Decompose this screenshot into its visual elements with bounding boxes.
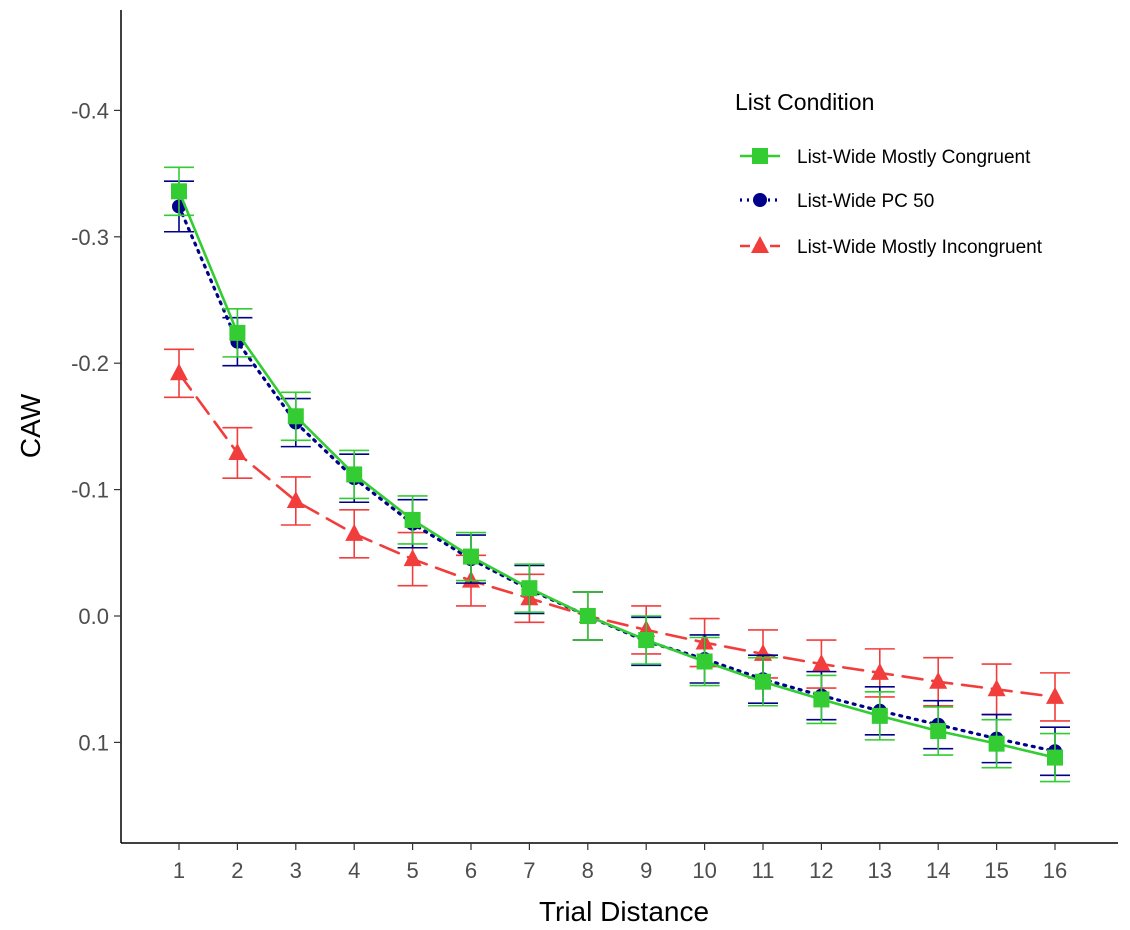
legend-label: List-Wide Mostly Congruent	[797, 147, 1031, 168]
data-point	[755, 673, 771, 690]
data-point	[403, 549, 422, 567]
data-point	[1046, 686, 1064, 704]
x-tick-label: 4	[348, 858, 360, 883]
data-point	[579, 608, 596, 624]
data-point	[228, 442, 247, 460]
series-triangle	[164, 348, 1070, 722]
data-point	[287, 408, 304, 425]
data-point	[871, 707, 888, 724]
y-tick-label: -0.2	[71, 351, 109, 376]
y-tick-label: 0.1	[78, 730, 109, 755]
y-tick-label: -0.1	[71, 478, 109, 503]
series-line	[177, 372, 1057, 699]
legend-key-marker	[751, 236, 769, 253]
x-tick-label: 16	[1043, 858, 1067, 883]
data-point	[813, 691, 830, 708]
x-tick-label: 10	[692, 858, 716, 883]
data-point	[346, 466, 363, 483]
data-point	[345, 523, 364, 541]
legend-item: List-Wide Mostly Congruent	[740, 147, 1031, 168]
x-tick-label: 5	[406, 858, 418, 883]
data-point	[987, 679, 1006, 697]
data-point	[754, 643, 772, 661]
data-point	[696, 653, 713, 670]
axes-layer	[120, 10, 1118, 844]
y-tick-label: -0.3	[71, 225, 109, 250]
data-point	[812, 654, 831, 672]
x-tick-label: 13	[868, 858, 892, 883]
data-point	[929, 671, 948, 689]
data-point	[171, 183, 187, 200]
x-tick-label: 2	[231, 858, 243, 883]
x-tick-label: 1	[173, 858, 185, 883]
x-tick-label: 15	[984, 858, 1008, 883]
x-tick-label: 14	[926, 858, 950, 883]
series-line	[177, 204, 1057, 753]
y-axis-title: CAW	[15, 393, 46, 458]
y-tick-label: 0.0	[78, 604, 109, 629]
x-tick-label: 11	[752, 858, 775, 883]
legend-item: List-Wide Mostly Incongruent	[740, 236, 1043, 258]
x-ticks: 1 2 3 4 5 6 7 8 9 10 11 12 13 14 15 16	[173, 843, 1067, 883]
series-square	[164, 166, 1070, 783]
x-tick-label: 9	[640, 858, 652, 883]
data-point	[930, 723, 947, 740]
data-point	[870, 662, 889, 680]
legend-item: List-Wide PC 50	[740, 191, 934, 212]
x-tick-label: 12	[809, 858, 833, 883]
legend: List Condition List-Wide Mostly Congruen…	[735, 89, 1043, 258]
x-axis-title: Trial Distance	[539, 896, 709, 927]
x-tick-label: 7	[523, 858, 535, 883]
data-point	[463, 548, 479, 565]
x-tick-label: 3	[290, 858, 302, 883]
legend-title: List Condition	[735, 89, 874, 115]
data-point	[170, 363, 188, 381]
data-point	[286, 490, 305, 508]
data-point	[229, 324, 246, 341]
data-point	[638, 632, 655, 649]
data-point	[1047, 749, 1063, 766]
y-tick-label: -0.4	[71, 98, 109, 123]
data-point	[988, 735, 1005, 752]
legend-key-marker	[753, 193, 767, 207]
legend-label: List-Wide Mostly Incongruent	[797, 237, 1043, 258]
legend-key-marker	[752, 148, 768, 164]
x-tick-label: 8	[582, 858, 594, 883]
series-line	[177, 189, 1057, 759]
legend-label: List-Wide PC 50	[797, 191, 934, 212]
series-layer	[164, 166, 1070, 783]
data-point	[521, 580, 538, 597]
x-tick-label: 6	[465, 858, 477, 883]
data-point	[404, 511, 421, 528]
y-ticks: -0.4 -0.3 -0.2 -0.1 0.0 0.1	[71, 98, 121, 755]
